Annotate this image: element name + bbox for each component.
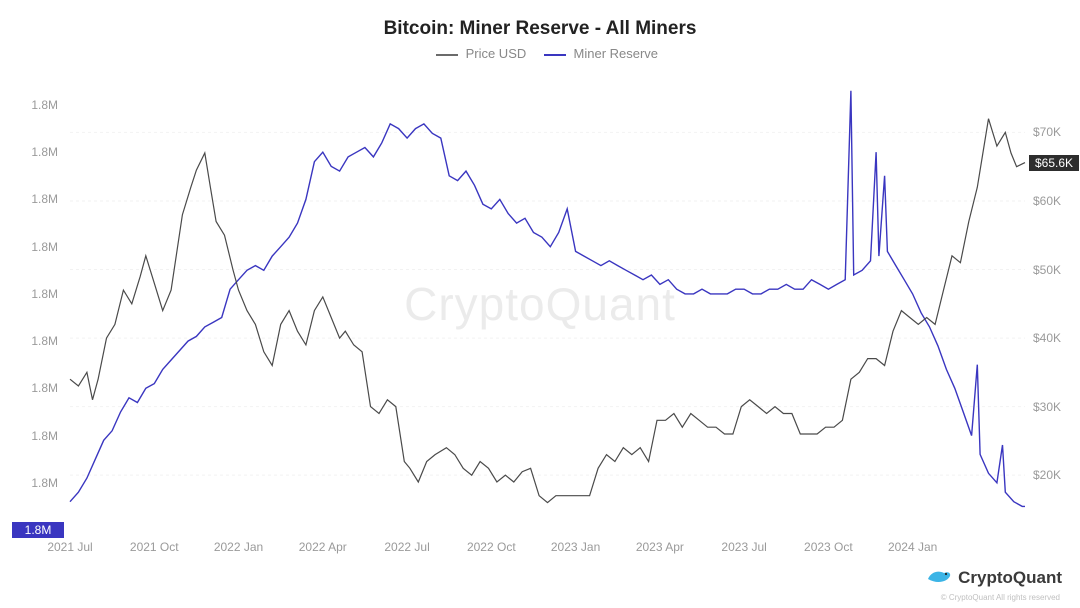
y-left-tick: 1.8M [8,334,58,348]
y-right-tick: $70K [1033,125,1080,139]
price-badge: $65.6K [1029,155,1079,171]
x-tick: 2022 Jul [384,540,429,554]
x-tick: 2022 Oct [467,540,516,554]
brand-bird-icon [926,567,952,590]
x-tick: 2023 Apr [636,540,684,554]
brand-copyright: © CryptoQuant All rights reserved [941,593,1060,602]
x-tick: 2022 Jan [214,540,263,554]
plot-svg [0,0,1080,608]
y-left-tick: 1.8M [8,192,58,206]
y-left-tick: 1.8M [8,476,58,490]
x-tick: 2024 Jan [888,540,937,554]
x-tick: 2021 Oct [130,540,179,554]
y-left-tick: 1.8M [8,98,58,112]
y-left-tick: 1.8M [8,429,58,443]
brand-logo: CryptoQuant [926,567,1062,590]
y-left-tick: 1.8M [8,381,58,395]
y-left-tick: 1.8M [8,240,58,254]
y-left-tick: 1.8M [8,287,58,301]
price-line [70,119,1025,503]
reserve-line [70,91,1025,507]
y-right-tick: $60K [1033,194,1080,208]
y-right-tick: $50K [1033,263,1080,277]
y-left-tick: 1.8M [8,145,58,159]
reserve-badge: 1.8M [12,522,64,538]
x-tick: 2021 Jul [47,540,92,554]
x-tick: 2023 Oct [804,540,853,554]
chart-container: Bitcoin: Miner Reserve - All Miners Pric… [0,0,1080,608]
x-tick: 2023 Jan [551,540,600,554]
x-tick: 2023 Jul [721,540,766,554]
brand-text: CryptoQuant [958,568,1062,587]
y-right-tick: $40K [1033,331,1080,345]
y-right-tick: $20K [1033,468,1080,482]
y-right-tick: $30K [1033,400,1080,414]
x-tick: 2022 Apr [299,540,347,554]
